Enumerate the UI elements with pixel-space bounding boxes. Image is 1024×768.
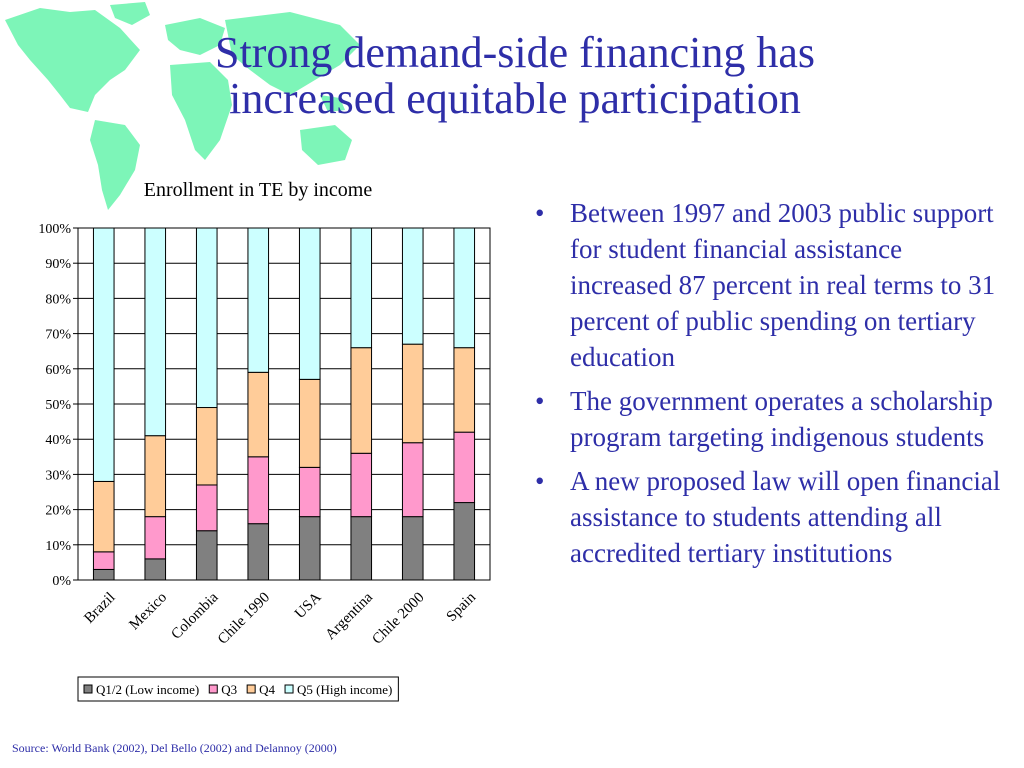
bar-segment-q5-high-income [144, 227, 167, 437]
bar-segment-q5-high-income [350, 227, 373, 349]
legend-label: Q3 [221, 682, 237, 697]
title-line-1: Strong demand-side financing has [215, 28, 815, 77]
bar-segment-q3 [195, 484, 218, 532]
y-tick-label: 0% [52, 574, 71, 589]
bullet-dot: • [535, 198, 545, 228]
chart-title: Enrollment in TE by income [144, 179, 373, 201]
x-tick-label: Colombia [168, 589, 221, 642]
bullet-item: • The government operates a scholarship p… [535, 383, 1005, 455]
x-tick-label: Chile 1990 [215, 590, 273, 648]
world-map-background [5, 2, 360, 210]
legend-swatch [208, 684, 218, 694]
x-tick-label: Brazil [81, 590, 118, 627]
x-tick-label: Argentina [323, 589, 377, 643]
bullet-list: • Between 1997 and 2003 public support fo… [535, 195, 1005, 579]
bar-segment-q4 [298, 378, 321, 468]
chart-grid [77, 227, 491, 581]
slide-title: Strong demand-side financing has increas… [100, 30, 930, 122]
y-tick-label: 90% [45, 257, 71, 272]
bar-segment-q4 [247, 371, 270, 458]
enrollment-chart: Enrollment in TE by income 0% 10% 20% 30% 40… [38, 179, 491, 702]
bar-segment-q1-2-low-income [453, 502, 476, 581]
x-tick-label: Chile 2000 [369, 590, 427, 648]
y-tick-label: 70% [45, 328, 71, 343]
legend-label: Q4 [259, 682, 275, 697]
legend-swatch [83, 684, 93, 694]
bar-segment-q3 [92, 551, 115, 570]
bar-segment-q5-high-income [92, 227, 115, 482]
map-africa [170, 62, 232, 160]
bullet-text: Between 1997 and 2003 public support for… [570, 198, 996, 372]
y-tick-label: 80% [45, 292, 71, 307]
y-tick-label: 10% [45, 539, 71, 554]
x-tick-label: Spain [444, 589, 480, 625]
bullet-item: • Between 1997 and 2003 public support fo… [535, 195, 1005, 375]
bar-segment-q5-high-income [401, 227, 424, 345]
chart-bars [92, 227, 476, 581]
bullet-dot: • [535, 386, 545, 416]
bar-segment-q4 [92, 480, 115, 553]
x-tick-label: USA [292, 589, 325, 622]
bar-segment-q4 [195, 407, 218, 486]
bar-segment-q4 [350, 347, 373, 454]
legend-box [77, 676, 399, 702]
bar-segment-q1-2-low-income [298, 516, 321, 581]
bar-segment-q1-2-low-income [401, 516, 424, 581]
bar-segment-q3 [247, 456, 270, 525]
bar-segment-q4 [401, 343, 424, 444]
bar-segment-q5-high-income [195, 227, 218, 409]
bullet-dot: • [535, 466, 545, 496]
bar-segment-q1-2-low-income [92, 568, 115, 581]
bar-segment-q3 [298, 466, 321, 518]
y-tick-label: 60% [45, 363, 71, 378]
source-note: Source: World Bank (2002), Del Bello (20… [12, 741, 337, 755]
bar-segment-q3 [401, 442, 424, 518]
bar-segment-q3 [453, 431, 476, 504]
legend-label: Q5 (High income) [297, 682, 392, 697]
bullet-item: • A new proposed law will open financial … [535, 463, 1005, 571]
y-axis-ticks: 0% 10% 20% 30% 40% 50% 60% 70% 80% 90% 100% [38, 222, 78, 589]
bar-segment-q1-2-low-income [144, 558, 167, 581]
bar-segment-q4 [453, 347, 476, 433]
bar-segment-q4 [144, 435, 167, 518]
y-tick-label: 20% [45, 504, 71, 519]
map-south-america [90, 120, 140, 210]
bar-segment-q5-high-income [453, 227, 476, 349]
title-line-2: increased equitable participation [229, 74, 801, 123]
y-tick-label: 30% [45, 468, 71, 483]
map-islands [320, 95, 345, 112]
bar-segment-q5-high-income [247, 227, 270, 373]
map-asia [225, 12, 360, 95]
legend-label: Q1/2 (Low income) [96, 682, 199, 697]
bar-segment-q1-2-low-income [247, 523, 270, 581]
map-europe [165, 18, 225, 55]
y-tick-label: 50% [45, 398, 71, 413]
bar-segment-q1-2-low-income [350, 516, 373, 581]
map-north-america [5, 8, 140, 112]
bar-segment-q1-2-low-income [195, 530, 218, 581]
bullet-text: A new proposed law will open financial a… [570, 466, 1001, 568]
bullet-text: The government operates a scholarship pr… [570, 386, 993, 452]
legend-swatch [246, 684, 256, 694]
map-greenland [110, 2, 150, 25]
bar-segment-q3 [350, 452, 373, 518]
y-tick-label: 100% [38, 222, 71, 237]
bar-segment-q3 [144, 516, 167, 560]
legend-swatch [284, 684, 294, 694]
map-australia [300, 125, 352, 165]
bar-segment-q5-high-income [298, 227, 321, 380]
chart-legend: Q1/2 (Low income) Q3 Q4 Q5 (High income) [77, 676, 399, 702]
x-tick-label: Mexico [126, 590, 170, 634]
y-tick-label: 40% [45, 433, 71, 448]
